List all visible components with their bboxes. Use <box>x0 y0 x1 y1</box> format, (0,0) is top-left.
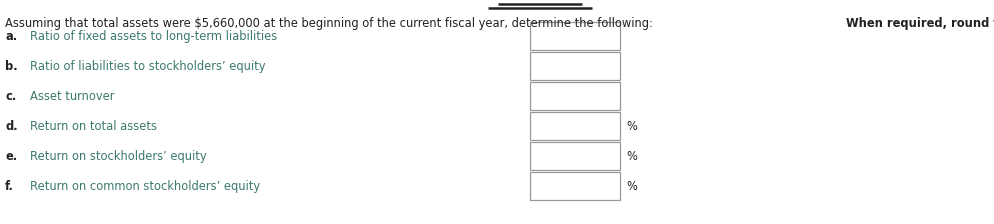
FancyBboxPatch shape <box>530 112 619 140</box>
Text: a.: a. <box>5 30 17 43</box>
Text: When required, round to one decimal place.: When required, round to one decimal plac… <box>845 17 994 30</box>
Text: %: % <box>625 149 636 162</box>
Text: Ratio of liabilities to stockholders’ equity: Ratio of liabilities to stockholders’ eq… <box>30 60 265 73</box>
Text: Asset turnover: Asset turnover <box>30 90 114 103</box>
Text: b.: b. <box>5 60 18 73</box>
Text: %: % <box>625 119 636 133</box>
Text: Return on common stockholders’ equity: Return on common stockholders’ equity <box>30 179 259 192</box>
FancyBboxPatch shape <box>530 172 619 200</box>
FancyBboxPatch shape <box>530 142 619 170</box>
Text: Assuming that total assets were $5,660,000 at the beginning of the current fisca: Assuming that total assets were $5,660,0… <box>5 17 656 30</box>
Text: f.: f. <box>5 179 14 192</box>
Text: Ratio of fixed assets to long-term liabilities: Ratio of fixed assets to long-term liabi… <box>30 30 277 43</box>
FancyBboxPatch shape <box>530 22 619 50</box>
Text: Return on stockholders’ equity: Return on stockholders’ equity <box>30 149 207 162</box>
Text: c.: c. <box>5 90 16 103</box>
Text: e.: e. <box>5 149 17 162</box>
FancyBboxPatch shape <box>530 82 619 110</box>
Text: %: % <box>625 179 636 192</box>
Text: d.: d. <box>5 119 18 133</box>
Text: Return on total assets: Return on total assets <box>30 119 157 133</box>
FancyBboxPatch shape <box>530 52 619 80</box>
